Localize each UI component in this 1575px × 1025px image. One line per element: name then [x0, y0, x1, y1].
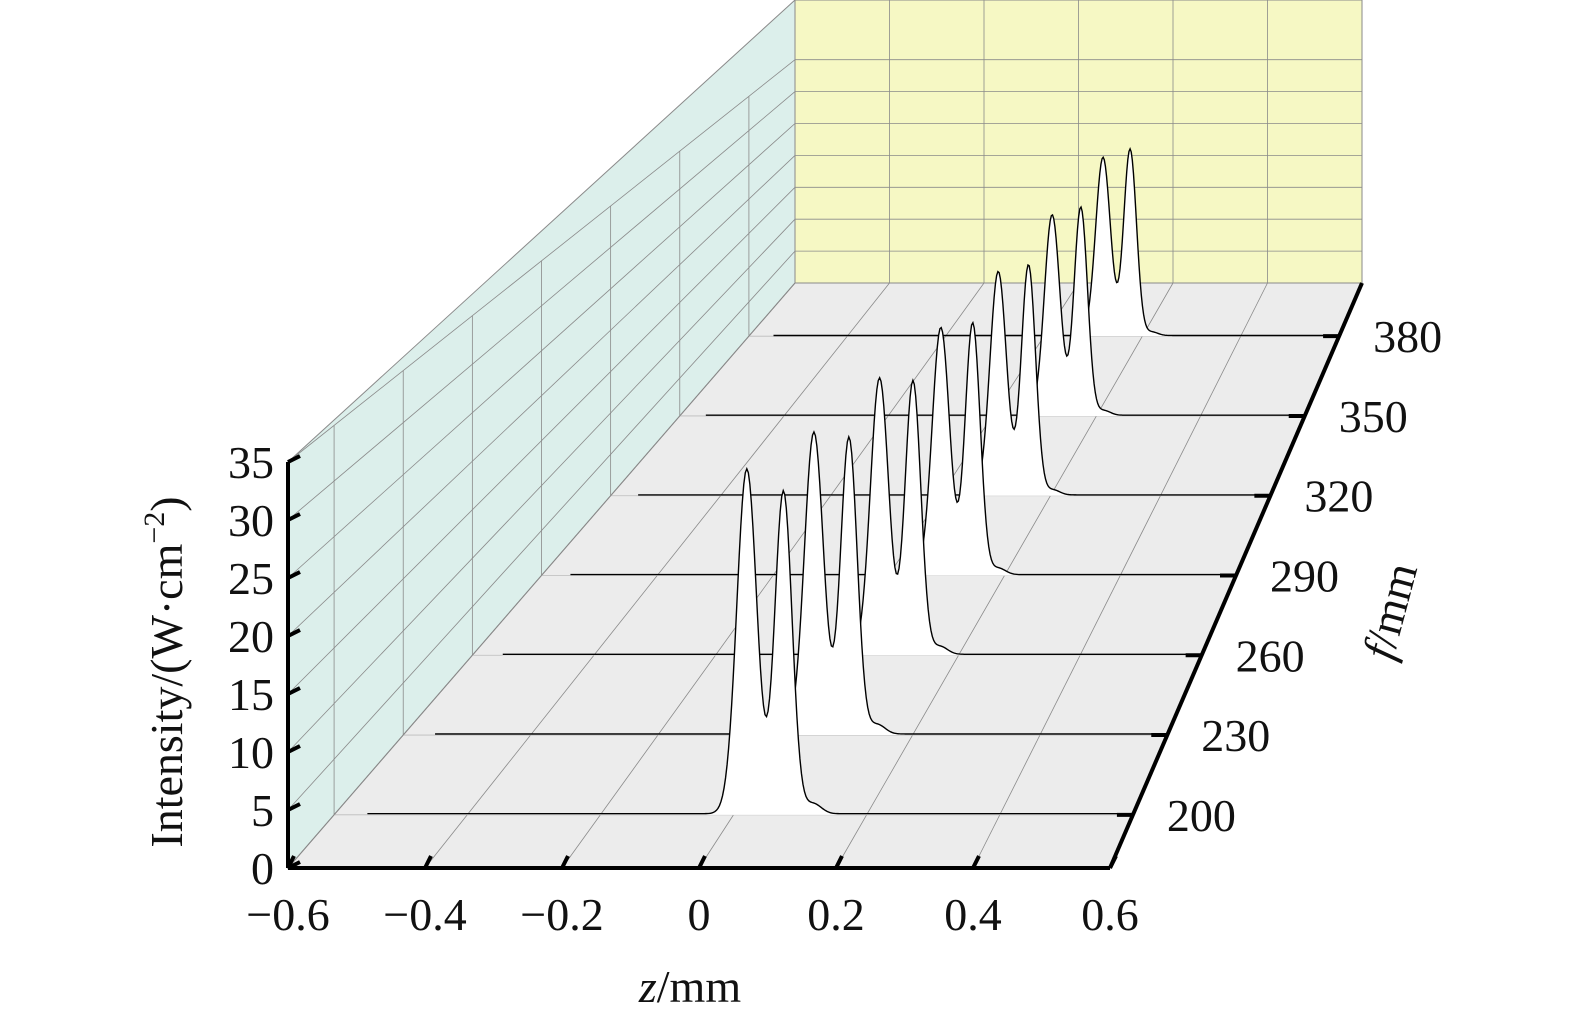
y-tick-label: 25 — [228, 553, 274, 604]
x-tick-mark — [834, 855, 844, 869]
y-tick-mark — [287, 686, 301, 696]
x-tick-label: 0.2 — [807, 889, 865, 940]
x-tick-label: 0.6 — [1081, 889, 1139, 940]
f-tick-label: 350 — [1339, 391, 1408, 442]
x-tick-label: −0.2 — [520, 889, 603, 940]
x-tick-label: −0.6 — [246, 889, 329, 940]
y-tick-mark — [287, 628, 301, 638]
y-tick-label: 5 — [251, 785, 274, 836]
y-tick-label: 30 — [228, 495, 274, 546]
y-tick-label: 20 — [228, 611, 274, 662]
chart-axes: −0.6 −0.4 −0.2 0 0.2 0.4 0.6 0 5 10 15 20 25 30 35 200 2… — [228, 282, 1442, 940]
series-line-230 — [435, 430, 1161, 735]
y-tick-mark — [287, 860, 301, 870]
x-tick-mark — [697, 855, 707, 869]
y-tick-label: 0 — [251, 843, 274, 894]
x-axis-title: z/mm — [638, 961, 741, 1012]
x-tick-mark — [560, 855, 570, 869]
y-tick-label: 15 — [228, 669, 274, 720]
f-tick-label: 260 — [1236, 630, 1305, 681]
x-tick-label: 0 — [688, 889, 711, 940]
y-tick-mark — [287, 744, 301, 754]
series-fill-200 — [367, 468, 1127, 815]
x-tick-mark — [423, 855, 433, 869]
chart-series — [367, 146, 1335, 815]
f-tick-label: 290 — [1270, 551, 1339, 602]
y-tick-mark — [287, 570, 301, 580]
x-tick-label: 0.4 — [944, 889, 1002, 940]
f-axis-title: f/mm — [1353, 557, 1427, 664]
series-fill-230 — [435, 431, 1161, 736]
y-tick-mark — [287, 512, 301, 522]
y-tick-mark — [287, 802, 301, 812]
y-tick-mark — [287, 454, 301, 464]
x-tick-mark — [971, 855, 981, 869]
f-tick-label: 320 — [1304, 471, 1373, 522]
x-tick-label: −0.4 — [383, 889, 466, 940]
series-line-200 — [367, 466, 1127, 815]
y-tick-label: 35 — [228, 437, 274, 488]
y-tick-label: 10 — [228, 727, 274, 778]
x-tick-mark — [1108, 855, 1118, 869]
f-tick-label: 380 — [1373, 311, 1442, 362]
f-tick-label: 200 — [1167, 790, 1236, 841]
y-axis-title: Intensity/(W·cm−2) — [138, 496, 192, 847]
f-tick-label: 230 — [1201, 710, 1270, 761]
